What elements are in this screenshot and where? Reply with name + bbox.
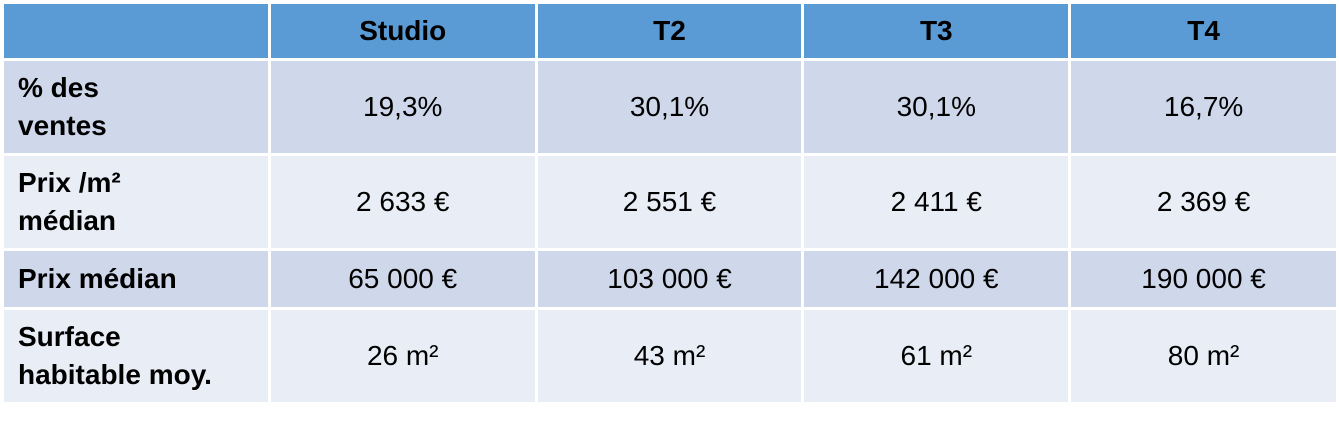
row-label: Prix /m² médian — [4, 156, 268, 248]
row-label: Prix médian — [4, 251, 268, 307]
row-label: Surface habitable moy. — [4, 310, 268, 402]
cell: 30,1% — [537, 61, 802, 153]
cell: 19,3% — [270, 61, 535, 153]
cell: 2 551 € — [537, 156, 802, 248]
table-row: Prix médian 65 000 €103 000 €142 000 €190… — [4, 251, 1336, 307]
cell: 103 000 € — [537, 251, 802, 307]
data-table: Studio T2 T3 T4 % des ventes 19,3% 30,1% 30,1%… — [1, 1, 1339, 405]
table-row: % des ventes 19,3% 30,1% 30,1% 16,7% — [4, 61, 1336, 153]
table-row: Prix /m² médian 2 633 €2 551 €2 411 €2 36… — [4, 156, 1336, 248]
table-row: Surface habitable moy. 26 m² 43 m² 61 m² 80 … — [4, 310, 1336, 402]
header-cell: Studio — [270, 4, 535, 58]
cell: 61 m² — [804, 310, 1069, 402]
cell: 30,1% — [804, 61, 1069, 153]
cell: 26 m² — [270, 310, 535, 402]
cell: 2 411 € — [804, 156, 1069, 248]
cell: 142 000 € — [804, 251, 1069, 307]
row-label: % des ventes — [4, 61, 268, 153]
cell: 16,7% — [1071, 61, 1336, 153]
header-row: Studio T2 T3 T4 — [4, 4, 1336, 58]
cell: 190 000 € — [1071, 251, 1336, 307]
cell: 2 369 € — [1071, 156, 1336, 248]
cell: 43 m² — [537, 310, 802, 402]
cell: 65 000 € — [270, 251, 535, 307]
header-cell: T3 — [804, 4, 1069, 58]
header-cell: T4 — [1071, 4, 1336, 58]
cell: 80 m² — [1071, 310, 1336, 402]
header-cell: T2 — [537, 4, 802, 58]
cell: 2 633 € — [270, 156, 535, 248]
header-cell — [4, 4, 268, 58]
